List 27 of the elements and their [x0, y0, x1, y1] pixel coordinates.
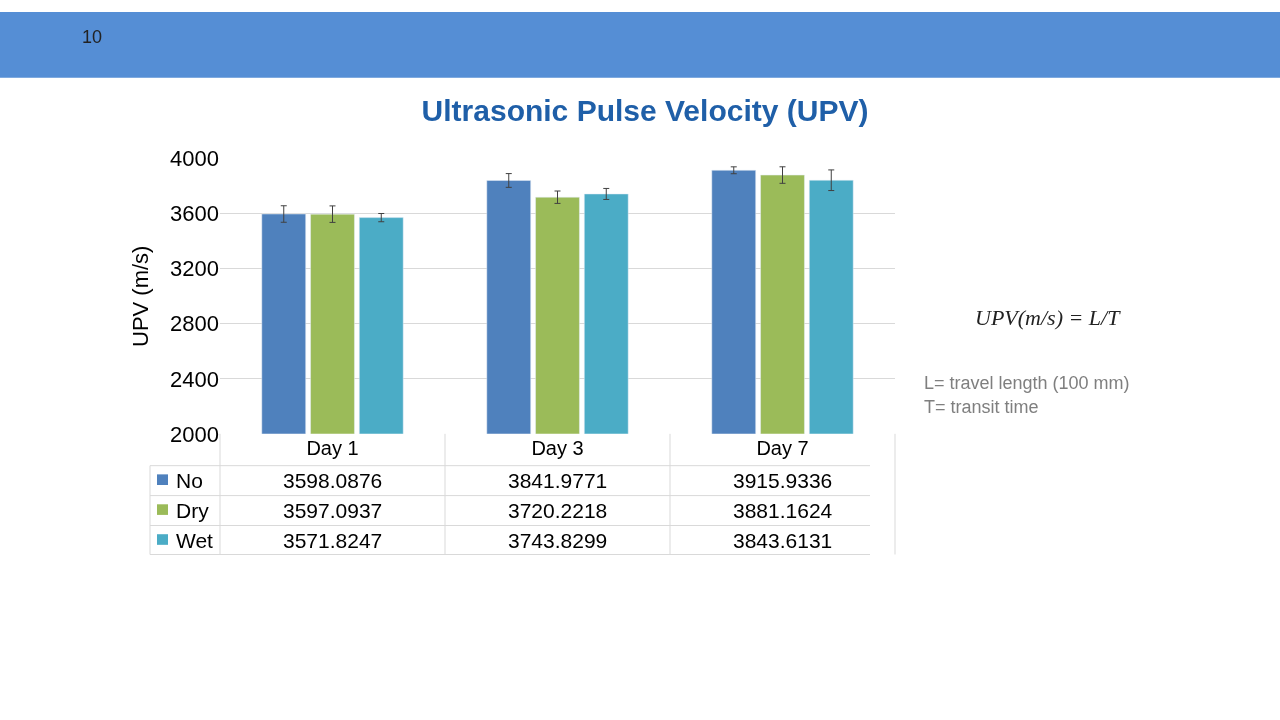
text: UPV(m/s) = L/T — [975, 305, 1122, 330]
y-tick-label: 2400 — [170, 366, 219, 392]
legend-label: Dry — [176, 499, 210, 522]
text: L= travel length (100 mm) — [924, 373, 1130, 393]
x-tick-label: Day 3 — [531, 436, 584, 459]
x-tick-label: Day 7 — [756, 436, 809, 459]
data-label: 3915.9336 — [733, 469, 833, 492]
x-tick-label: Day 1 — [306, 436, 359, 459]
data-label: 3841.9771 — [508, 469, 608, 492]
legend-label: Wet — [176, 529, 214, 552]
y-tick-label: 2800 — [170, 311, 219, 337]
y-axis-title: UPV (m/s) — [127, 245, 153, 347]
data-label: 3571.8247 — [283, 529, 383, 552]
data-label: 3597.0937 — [283, 499, 383, 522]
data-label: 3843.6131 — [733, 529, 833, 552]
text: T= transit time — [924, 397, 1039, 417]
data-label: 3881.1624 — [733, 499, 833, 522]
data-label: 3598.0876 — [283, 469, 383, 492]
y-tick-label: 2000 — [170, 421, 219, 447]
y-tick-label: 3200 — [170, 256, 219, 282]
text: 10 — [82, 27, 103, 47]
legend-label: No — [176, 469, 203, 492]
chart-title: Ultrasonic Pulse Velocity (UPV) — [421, 93, 869, 127]
data-label: 3720.2218 — [508, 499, 608, 522]
y-tick-label: 4000 — [170, 146, 219, 172]
y-tick-label: 3600 — [170, 201, 219, 227]
data-label: 3743.8299 — [508, 529, 608, 552]
